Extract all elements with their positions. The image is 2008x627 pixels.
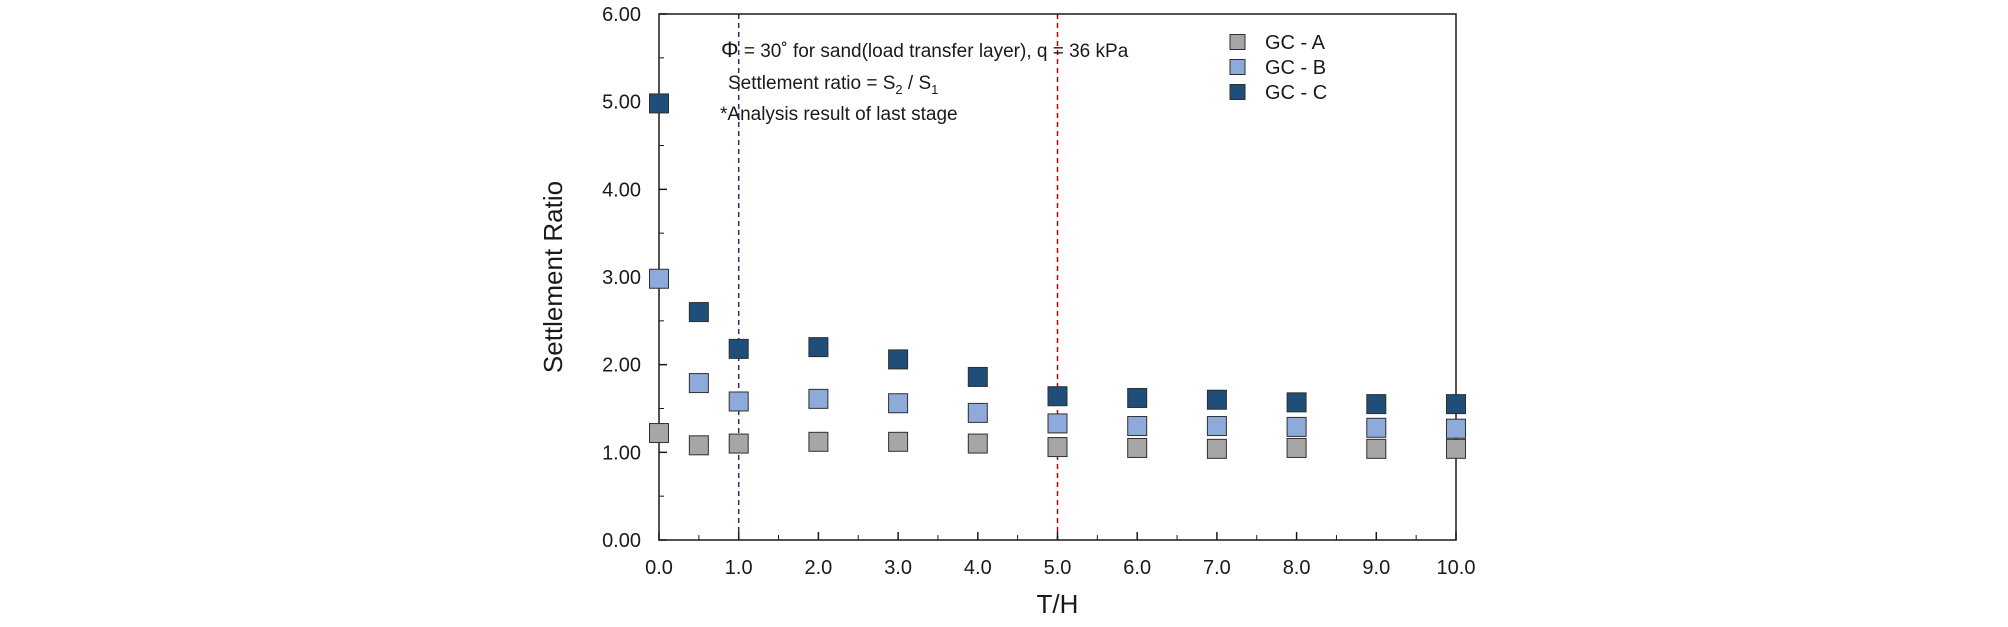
data-point bbox=[1206, 389, 1227, 410]
data-point bbox=[1366, 417, 1387, 438]
data-point bbox=[808, 388, 829, 409]
data-points bbox=[649, 93, 1466, 459]
annotation-line2-prefix: Settlement ratio = bbox=[728, 73, 883, 94]
y-tick-label: 4.00 bbox=[602, 179, 641, 201]
legend-marker bbox=[1229, 59, 1246, 75]
data-point bbox=[1366, 394, 1387, 415]
x-tick-label: 3.0 bbox=[884, 557, 912, 579]
s2-symbol: S bbox=[883, 73, 896, 94]
data-point bbox=[1446, 418, 1466, 439]
annotation-line2-slash: / bbox=[903, 73, 919, 94]
x-tick-label: 10.0 bbox=[1437, 557, 1476, 579]
data-point bbox=[728, 391, 749, 412]
data-point bbox=[1286, 392, 1307, 413]
series-gc-c bbox=[649, 93, 1466, 415]
series-gc-a bbox=[649, 423, 1466, 459]
data-point bbox=[967, 402, 988, 423]
s2-subscript: 2 bbox=[895, 82, 902, 97]
x-tick-label: 1.0 bbox=[725, 557, 753, 579]
legend: GC - A GC - B GC - C bbox=[1229, 32, 1327, 104]
data-point bbox=[1446, 394, 1466, 415]
data-point bbox=[728, 338, 749, 359]
data-point bbox=[1286, 437, 1307, 458]
y-tick-label: 2.00 bbox=[602, 355, 641, 377]
legend-label: GC - C bbox=[1265, 82, 1327, 104]
x-tick-label: 0.0 bbox=[645, 557, 673, 579]
data-point bbox=[888, 431, 909, 452]
data-point bbox=[1206, 416, 1227, 437]
y-tick-label: 1.00 bbox=[602, 442, 641, 464]
data-point bbox=[649, 93, 669, 114]
x-tick-label: 7.0 bbox=[1203, 557, 1231, 579]
legend-label: GC - A bbox=[1265, 32, 1326, 54]
data-point bbox=[1127, 416, 1148, 437]
x-tick-label: 8.0 bbox=[1283, 557, 1311, 579]
data-point bbox=[1206, 438, 1227, 459]
data-point bbox=[888, 349, 909, 370]
legend-marker bbox=[1229, 84, 1246, 100]
data-point bbox=[1366, 438, 1387, 459]
x-tick-label: 2.0 bbox=[804, 557, 832, 579]
x-tick-label: 4.0 bbox=[964, 557, 992, 579]
annotation-friction-angle: Φ = 30˚ for sand(load transfer layer), q… bbox=[721, 37, 1129, 62]
x-tick-label: 6.0 bbox=[1123, 557, 1151, 579]
annotation-line1-text: = 30˚ for sand(load transfer layer), q =… bbox=[739, 41, 1129, 62]
y-tick-label: 3.00 bbox=[602, 267, 641, 289]
annotation-last-stage-note: *Analysis result of last stage bbox=[720, 104, 958, 125]
x-axis-ticks: 0.0 1.0 2.0 3.0 4.0 5.0 6.0 7.0 8.0 9.0 10.0 bbox=[645, 532, 1475, 579]
y-tick-label: 6.00 bbox=[602, 4, 641, 26]
data-point bbox=[888, 393, 909, 414]
legend-marker bbox=[1229, 34, 1246, 50]
x-tick-label: 9.0 bbox=[1362, 557, 1390, 579]
data-point bbox=[1127, 387, 1148, 408]
reference-lines bbox=[737, 14, 1059, 540]
s1-subscript: 1 bbox=[931, 82, 938, 97]
data-point bbox=[967, 433, 988, 454]
data-point bbox=[649, 268, 669, 289]
y-tick-label: 5.00 bbox=[602, 92, 641, 114]
data-point bbox=[1047, 413, 1068, 434]
annotation-settlement-ratio-definition: Settlement ratio = S2 / S1 bbox=[728, 73, 938, 97]
x-tick-label: 5.0 bbox=[1044, 557, 1072, 579]
legend-label: GC - B bbox=[1265, 57, 1326, 79]
data-point bbox=[649, 423, 669, 444]
phi-symbol: Φ bbox=[721, 37, 739, 62]
data-point bbox=[967, 366, 988, 387]
data-point bbox=[1047, 386, 1068, 407]
y-axis-label: Settlement Ratio bbox=[538, 181, 568, 373]
data-point bbox=[1047, 437, 1068, 458]
y-tick-label: 0.00 bbox=[602, 530, 641, 552]
data-point bbox=[808, 337, 829, 358]
series-gc-b bbox=[649, 268, 1466, 439]
data-point bbox=[688, 435, 709, 456]
y-axis-ticks: 0.00 1.00 2.00 3.00 4.00 5.00 6.00 bbox=[602, 4, 667, 552]
s1-symbol: S bbox=[918, 73, 931, 94]
data-point bbox=[728, 433, 749, 454]
x-axis-label: T/H bbox=[1037, 589, 1079, 619]
data-point bbox=[1286, 416, 1307, 437]
data-point bbox=[688, 302, 709, 323]
data-point bbox=[1446, 438, 1466, 459]
data-point bbox=[688, 373, 709, 394]
data-point bbox=[1127, 437, 1148, 458]
data-point bbox=[808, 431, 829, 452]
